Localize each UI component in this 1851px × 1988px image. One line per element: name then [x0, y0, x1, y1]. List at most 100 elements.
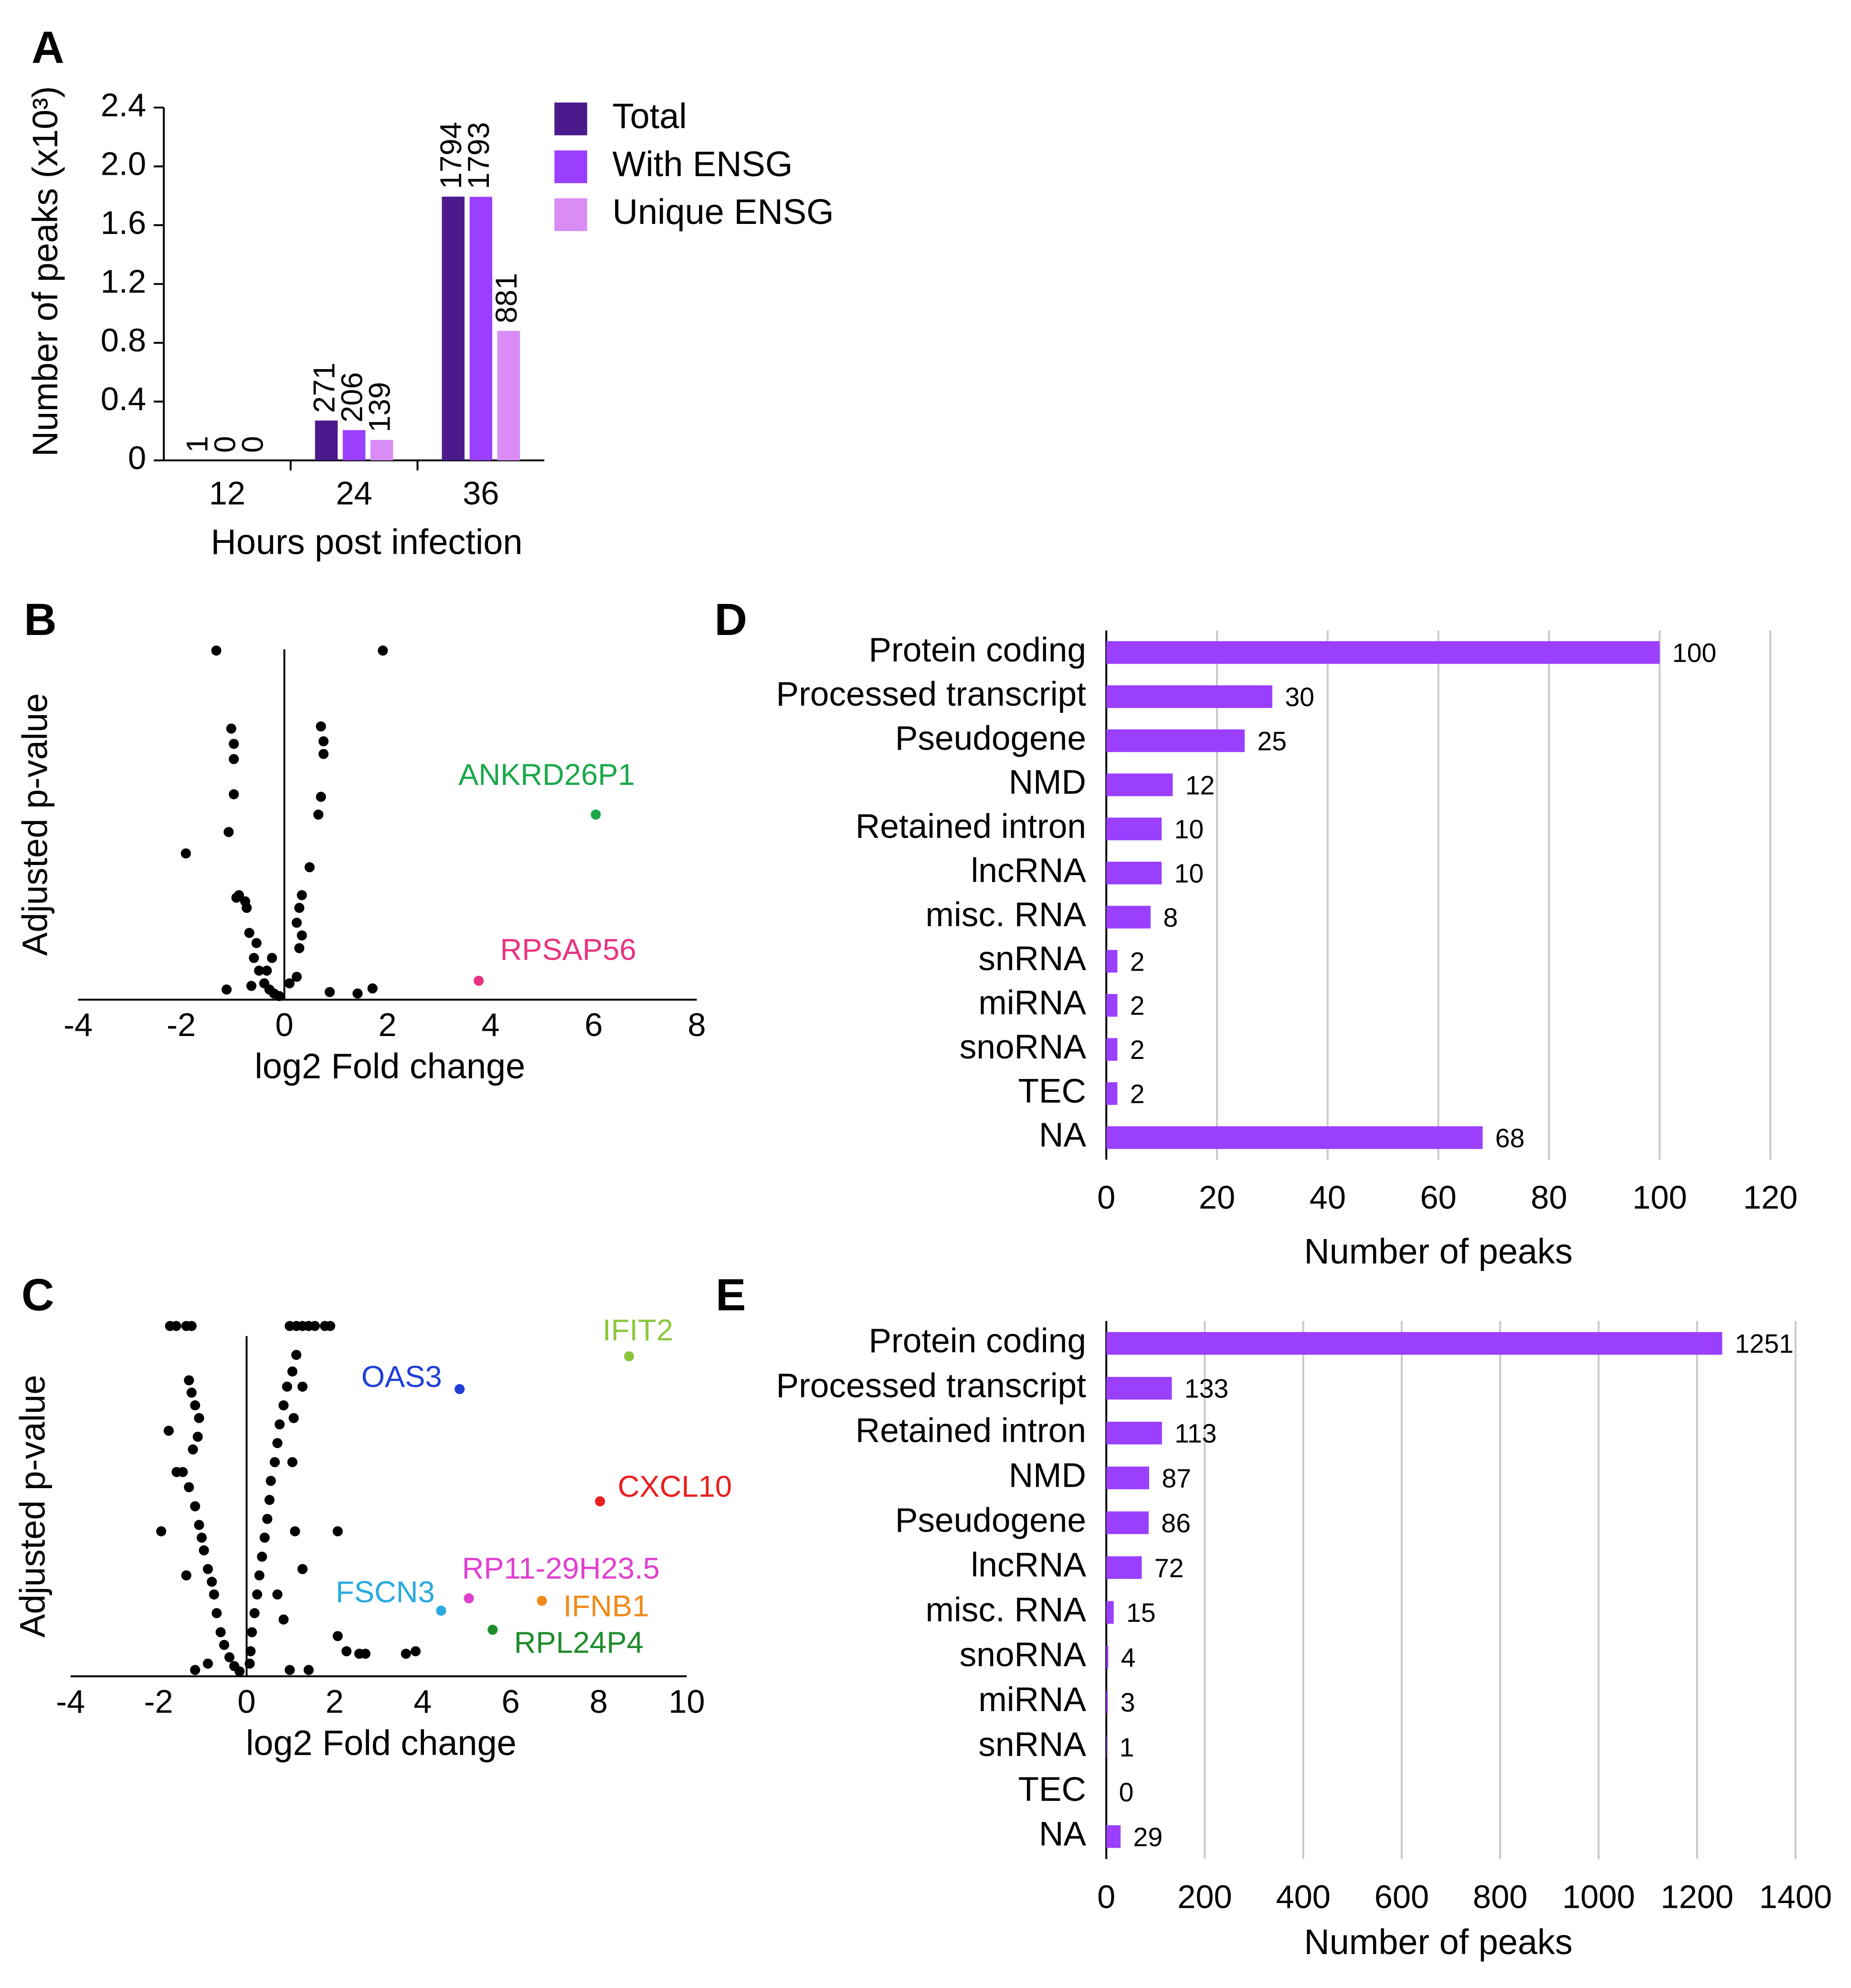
- legend-label: Total: [613, 96, 687, 136]
- y-tick-label: 0.4: [101, 381, 146, 417]
- point: [234, 1666, 245, 1677]
- value-label: 113: [1174, 1419, 1216, 1449]
- x-tick-label: 0: [275, 1006, 293, 1043]
- bar: [1106, 641, 1660, 664]
- bar: [315, 420, 338, 461]
- point: [378, 645, 388, 656]
- x-tick-label: -4: [63, 1006, 93, 1043]
- point: [291, 918, 302, 928]
- x-tick-label: 120: [1743, 1179, 1798, 1216]
- value-label: 271: [307, 362, 341, 413]
- x-tick-label: 0: [1097, 1878, 1115, 1915]
- y-tick-label: 1.6: [101, 204, 146, 241]
- x-tick-label: 80: [1531, 1179, 1567, 1216]
- bar: [1106, 994, 1118, 1017]
- point: [202, 1658, 213, 1669]
- point: [222, 984, 232, 995]
- point: [186, 1321, 197, 1331]
- bar: [469, 197, 493, 461]
- point: [367, 983, 378, 994]
- highlight-point: [464, 1593, 474, 1604]
- bar: [1106, 1735, 1107, 1758]
- y-axis-label: Adjusted p-value: [12, 1375, 52, 1638]
- point: [215, 1627, 226, 1638]
- point: [247, 1627, 257, 1638]
- x-tick-label: 200: [1177, 1878, 1232, 1915]
- point: [209, 1589, 219, 1600]
- point: [231, 892, 242, 903]
- category-label: Retained intron: [856, 1411, 1086, 1449]
- value-label: 86: [1161, 1508, 1191, 1538]
- category-label: NMD: [1009, 763, 1086, 802]
- bar: [1106, 950, 1118, 973]
- y-axis-label: Number of peaks (x10³): [25, 86, 65, 456]
- point: [251, 938, 262, 948]
- value-label: 72: [1154, 1553, 1184, 1583]
- point: [288, 1413, 299, 1423]
- point: [207, 1576, 217, 1587]
- bar: [1106, 1421, 1162, 1445]
- point-label: ANKRD26P1: [458, 758, 635, 792]
- value-label: 133: [1185, 1374, 1228, 1404]
- x-axis-label: Hours post infection: [211, 522, 523, 562]
- point: [325, 1321, 336, 1331]
- value-label: 100: [1672, 638, 1716, 668]
- point-label: RP11-29H23.5: [462, 1552, 660, 1585]
- point: [304, 862, 315, 872]
- value-label: 1793: [462, 122, 496, 189]
- legend-swatch: [554, 102, 587, 136]
- bar: [1106, 1126, 1483, 1149]
- point: [212, 1608, 222, 1618]
- legend-swatch: [554, 150, 587, 183]
- point: [275, 1419, 285, 1430]
- panel-letter: B: [24, 594, 57, 645]
- panel-letter: D: [714, 594, 747, 645]
- point: [296, 890, 307, 900]
- value-label: 2: [1130, 1035, 1145, 1065]
- point: [401, 1649, 411, 1659]
- x-tick-label: 0: [1097, 1179, 1115, 1216]
- highlight-point: [591, 809, 601, 820]
- bar: [1106, 773, 1173, 796]
- highlight-point: [624, 1351, 635, 1362]
- legend-label: Unique ENSG: [613, 192, 834, 232]
- category-label: lncRNA: [971, 1546, 1086, 1584]
- point: [285, 1665, 295, 1675]
- category-label: NMD: [1009, 1456, 1086, 1494]
- category-label: TEC: [1018, 1770, 1086, 1808]
- point: [194, 1413, 204, 1423]
- value-label: 0: [236, 436, 270, 453]
- point: [156, 1526, 167, 1536]
- value-label: 1: [1120, 1733, 1134, 1762]
- point: [284, 978, 295, 989]
- x-axis-label: log2 Fold change: [246, 1723, 517, 1763]
- value-label: 1794: [434, 122, 468, 189]
- point: [254, 965, 264, 976]
- point: [332, 1631, 343, 1641]
- point: [294, 943, 305, 953]
- category-label: TEC: [1018, 1072, 1086, 1110]
- bar: [1106, 729, 1245, 752]
- x-tick-label: -4: [56, 1683, 85, 1720]
- point: [190, 1400, 201, 1411]
- category-label: snoRNA: [960, 1636, 1087, 1674]
- bar: [1106, 1466, 1149, 1490]
- point: [296, 930, 307, 941]
- point: [181, 1570, 191, 1581]
- x-tick-label: -2: [144, 1683, 173, 1720]
- point: [229, 739, 239, 749]
- y-tick-label: 2.0: [101, 146, 146, 182]
- point: [246, 981, 257, 991]
- highlight-point: [474, 975, 484, 986]
- category-label: NA: [1039, 1116, 1086, 1154]
- point: [192, 1431, 203, 1442]
- x-tick-label: 10: [668, 1683, 705, 1720]
- point: [171, 1467, 182, 1477]
- point: [274, 991, 285, 1001]
- bar: [342, 430, 366, 461]
- point: [229, 754, 239, 764]
- x-tick-label: 4: [481, 1006, 499, 1043]
- point-label: OAS3: [361, 1360, 442, 1394]
- x-tick-label: 40: [1310, 1179, 1346, 1216]
- x-tick-label: 2: [378, 1006, 396, 1043]
